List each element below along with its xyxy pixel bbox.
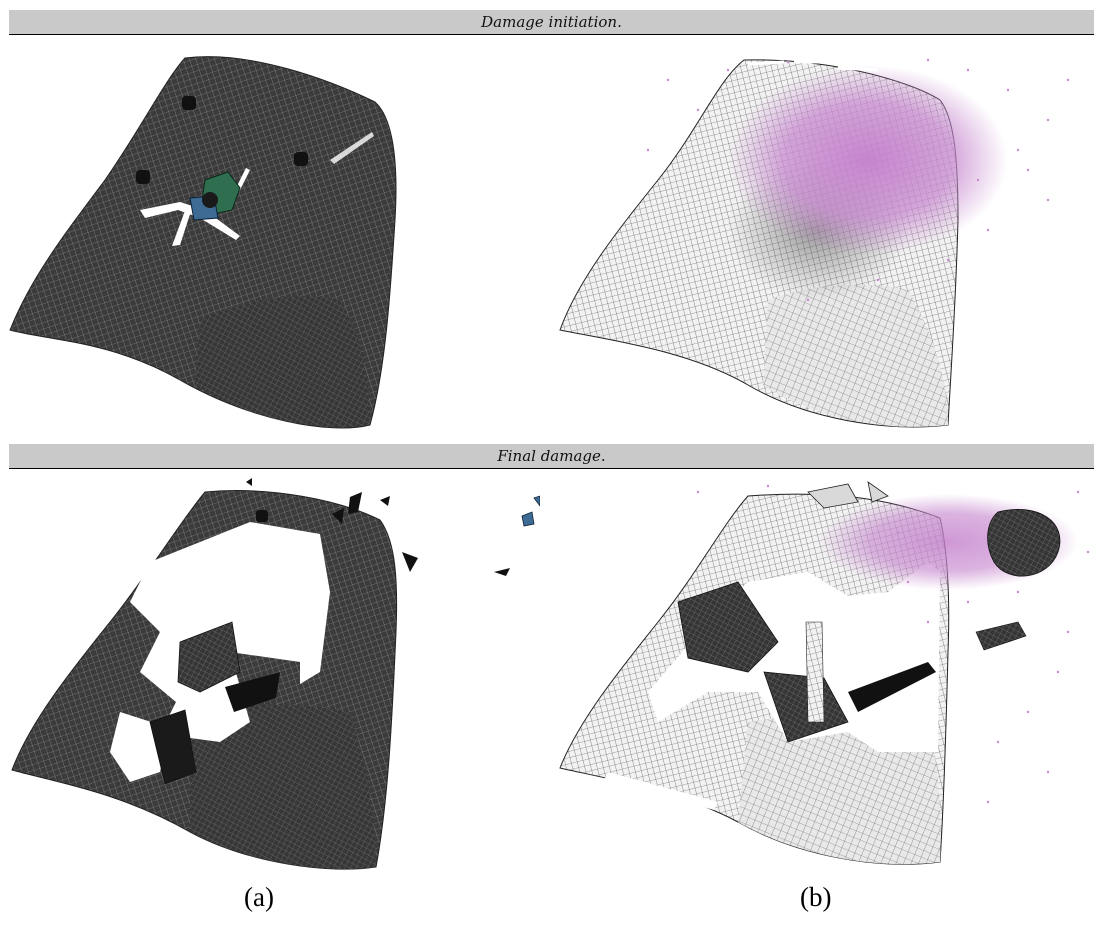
hole-top: [256, 510, 268, 522]
flap-dark-1: [677, 581, 779, 673]
mesh-panel-initiation-b: [559, 58, 1070, 428]
fragment-dark-blob: [987, 509, 1061, 577]
flap-strip: [805, 621, 825, 723]
flap-black: [848, 662, 936, 712]
crack-vertical: [172, 208, 192, 246]
hole-1: [182, 96, 196, 110]
particle-scatter: [646, 58, 1070, 302]
flap-1: [177, 621, 241, 693]
crack-diagonal: [330, 132, 374, 164]
fragment-small-plate: [975, 621, 1027, 651]
section-header-final-damage: Final damage.: [9, 444, 1094, 469]
hole-2: [294, 152, 308, 166]
mesh-panel-final-a: [11, 478, 540, 870]
mesh-panel-initiation-a: [9, 56, 397, 429]
plate-lower-mesh: [763, 284, 948, 427]
caption-a: (a): [244, 882, 274, 912]
flap-dark-2: [763, 671, 849, 743]
particle-scatter: [696, 484, 1090, 804]
projectile-fragments: [189, 171, 241, 221]
hole-3: [136, 170, 150, 184]
mesh-panel-final-b: [559, 481, 1090, 865]
plate-lower-mesh: [190, 704, 376, 870]
blue-fragments: [521, 495, 540, 527]
section-header-text: Final damage.: [497, 447, 606, 465]
plate-lower-mesh: [195, 296, 370, 427]
fragment-shards: [807, 481, 889, 509]
debris-fragments: [246, 478, 510, 576]
gap-white-strip: [604, 772, 718, 810]
section-header-text: Damage initiation.: [481, 13, 622, 31]
particle-cloud: [728, 65, 1008, 255]
caption-b: (b): [800, 882, 832, 912]
flap-3: [225, 672, 280, 712]
top-edge-breaks: [747, 60, 879, 72]
section-header-damage-initiation: Damage initiation.: [9, 10, 1094, 35]
crack-horizontal: [140, 202, 240, 240]
flap-2: [149, 709, 197, 785]
